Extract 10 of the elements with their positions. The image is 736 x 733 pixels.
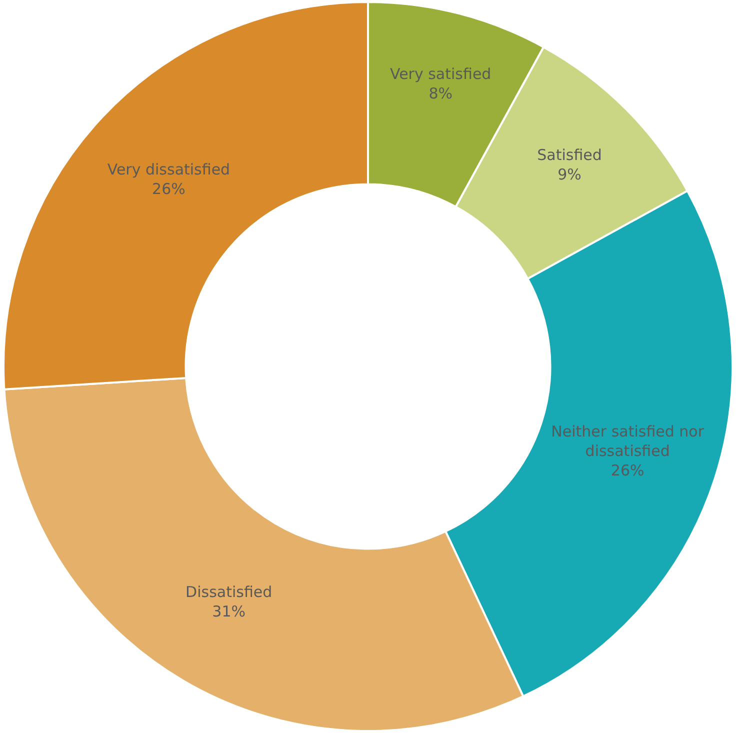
slice-label: Very dissatisfied (107, 160, 230, 179)
data-label: 8% (428, 84, 452, 103)
slice-label: Satisfied (537, 146, 602, 164)
slice-label: Very satisfied (390, 65, 492, 84)
data-label: 26% (152, 180, 186, 198)
data-label: 31% (212, 602, 246, 621)
slice-label: Neither satisfied nor dissatisfied (551, 422, 705, 460)
slice-label: Dissatisfied (186, 583, 272, 602)
data-label: 26% (610, 461, 644, 480)
data-label: 9% (558, 166, 582, 184)
